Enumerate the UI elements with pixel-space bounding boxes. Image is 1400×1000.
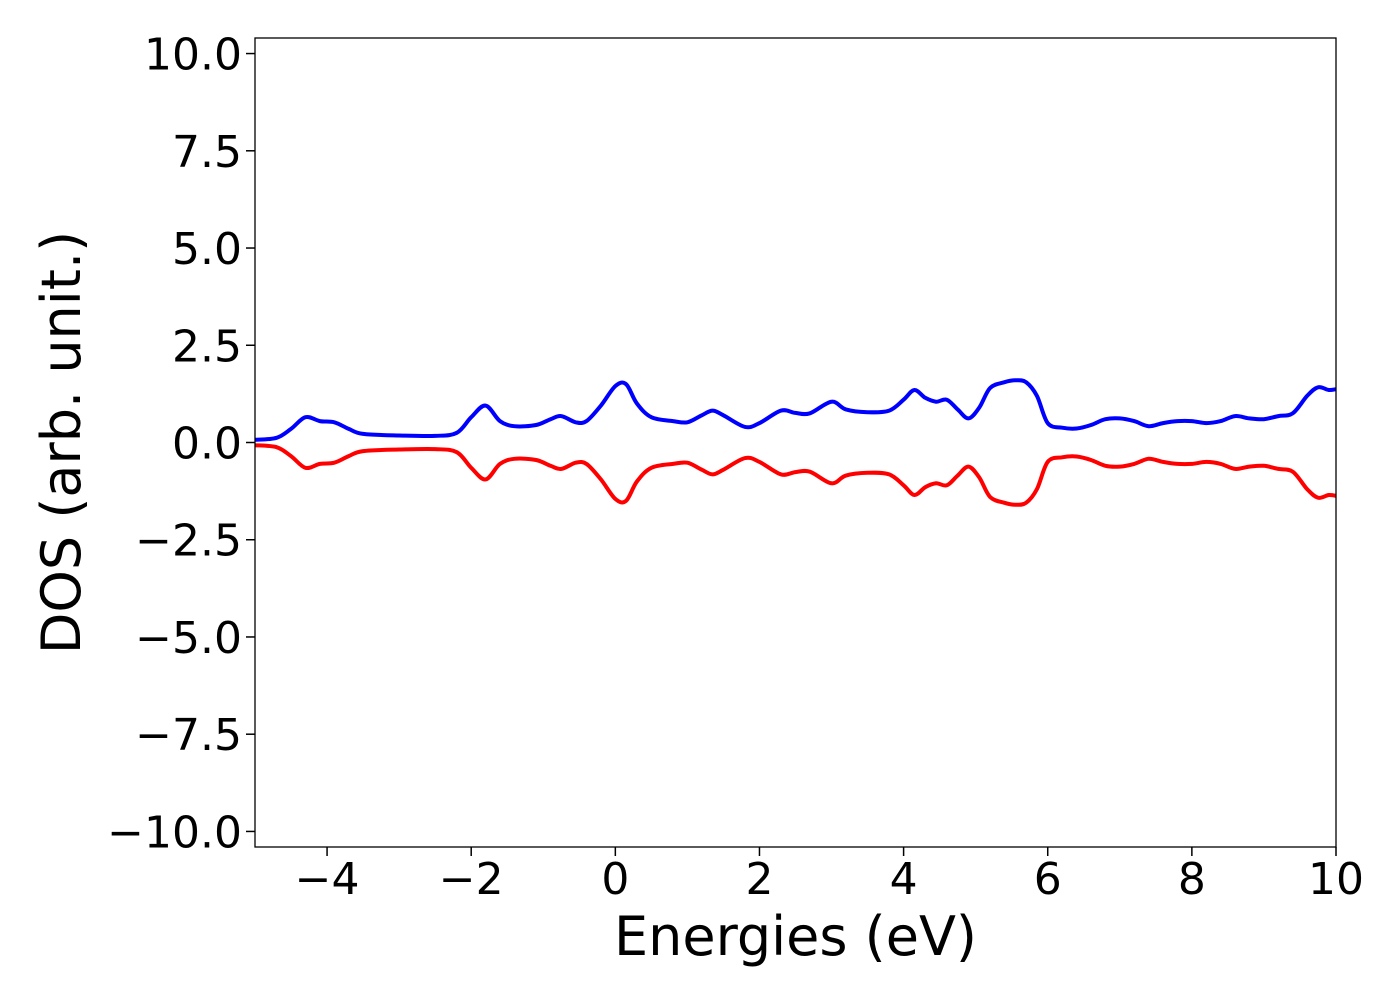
y-tick-label: 10.0 — [144, 30, 242, 81]
x-axis-ticks: −4 −2 0 2 4 6 8 10 — [295, 847, 1364, 905]
x-axis-title: Energies (eV) — [614, 905, 977, 968]
x-tick-label: 0 — [601, 854, 629, 905]
series-layer — [254, 378, 1337, 507]
x-tick-label: 4 — [890, 854, 918, 905]
x-tick-label: 2 — [745, 854, 773, 905]
x-tick-label: 8 — [1178, 854, 1206, 905]
y-tick-label: 2.5 — [172, 321, 242, 372]
y-tick-label: 7.5 — [172, 127, 242, 178]
x-tick-label: −2 — [439, 854, 504, 905]
plot-frame — [254, 37, 1337, 848]
x-tick-label: 10 — [1308, 854, 1364, 905]
x-tick-label: 6 — [1034, 854, 1062, 905]
y-axis-ticks: 10.0 7.5 5.0 2.5 0.0 −2.5 −5.0 −7.5 −10.0 — [107, 30, 255, 858]
y-tick-label: −2.5 — [135, 516, 242, 567]
dos-series-line-0 — [254, 378, 1337, 442]
y-tick-label: 0.0 — [172, 419, 242, 470]
y-tick-label: 5.0 — [172, 224, 242, 275]
x-tick-label: −4 — [295, 854, 360, 905]
y-tick-label: −7.5 — [135, 710, 242, 761]
y-tick-label: −10.0 — [107, 807, 242, 858]
y-tick-label: −5.0 — [135, 613, 242, 664]
y-axis-title: DOS (arb. unit.) — [30, 231, 93, 654]
dos-series-line-1 — [254, 443, 1337, 507]
